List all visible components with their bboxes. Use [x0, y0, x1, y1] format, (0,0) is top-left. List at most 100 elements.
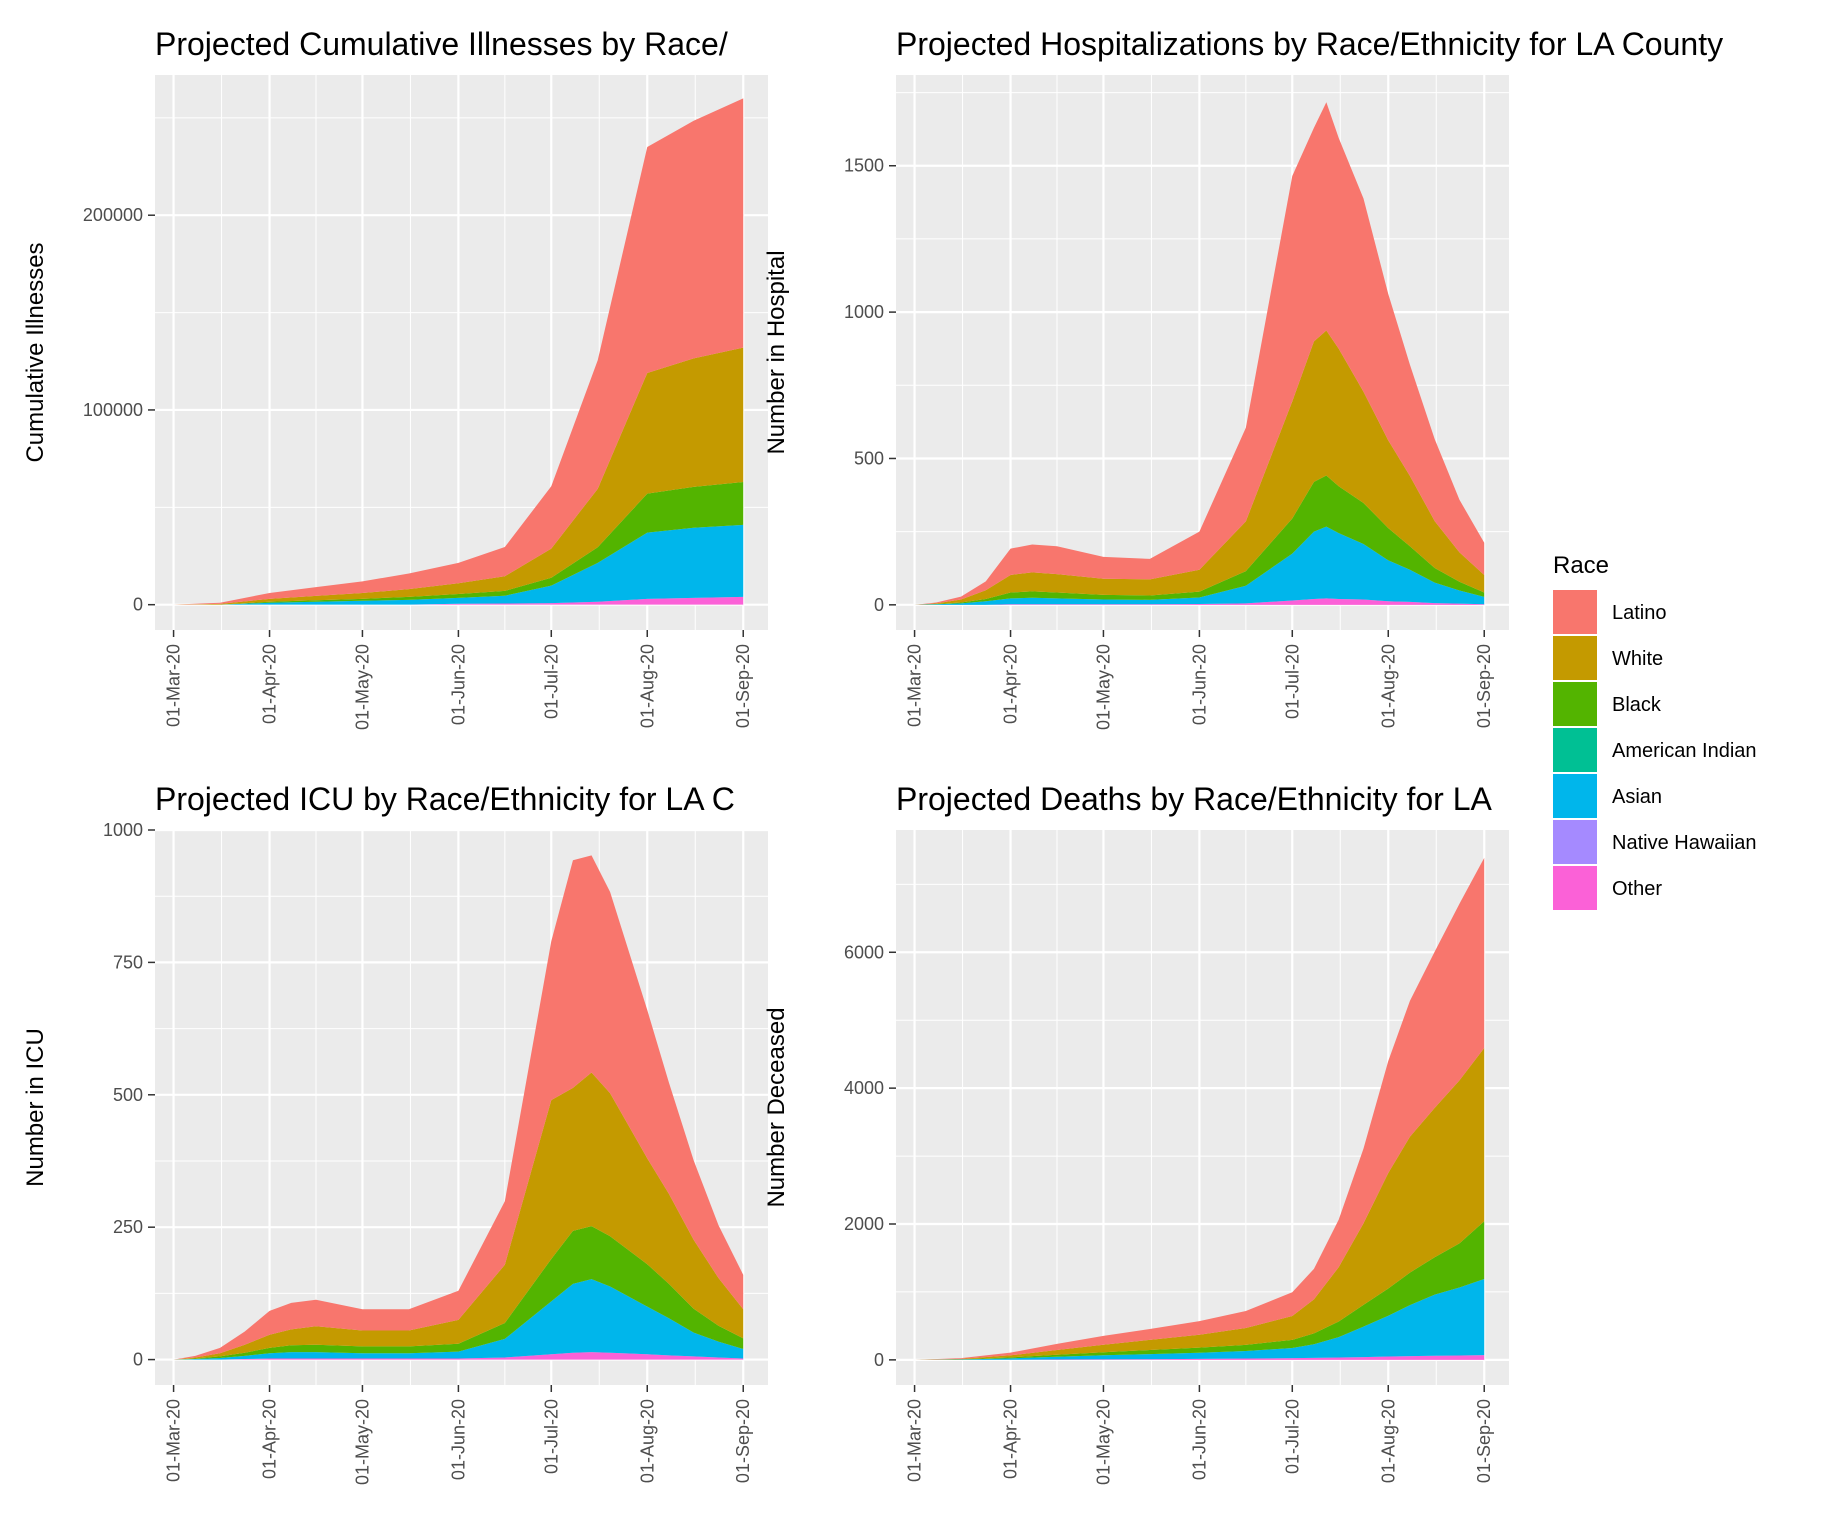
x-axis: 01-Mar-20 01-Apr-20 01-May-20 01-Jun-20 01-J… [905, 1385, 1494, 1485]
x-tick-label: 01-Jun-20 [1189, 644, 1209, 725]
area-series-other [914, 598, 1485, 605]
y-axis-label: Cumulative Illnesses [22, 242, 49, 462]
legend-swatch [1553, 636, 1597, 680]
stacked-areas [173, 98, 744, 605]
area-series-black [173, 1226, 744, 1360]
area-series-black [914, 475, 1485, 605]
chart-title: Projected Cumulative Illnesses by Race/ [155, 26, 728, 62]
area-series-latino [173, 98, 744, 605]
x-tick-label: 01-Jul-20 [1282, 1399, 1302, 1474]
area-series-asian [914, 1279, 1485, 1360]
legend-swatch [1553, 866, 1597, 910]
legend-label: Black [1612, 694, 1662, 716]
legend-item: Latino [1553, 590, 1667, 634]
y-tick-label: 1000 [844, 302, 884, 322]
y-axis: 0 100000 200000 Cumulative Illnesses [22, 205, 155, 615]
y-tick-label: 2000 [844, 1214, 884, 1234]
area-series-other [173, 596, 744, 605]
x-tick-label: 01-May-20 [1093, 644, 1113, 730]
chart-title: Projected ICU by Race/Ethnicity for LA C [155, 781, 735, 817]
area-series-other [173, 1352, 744, 1360]
y-tick-label: 500 [113, 1085, 143, 1105]
x-tick-label: 01-Sep-20 [733, 644, 753, 728]
y-tick-label: 250 [113, 1217, 143, 1237]
x-tick-label: 01-Jul-20 [541, 1399, 561, 1474]
x-tick-label: 01-May-20 [352, 644, 372, 730]
legend: Race Latino White Black American Indian Asia… [1553, 552, 1757, 910]
area-series-asian [914, 526, 1485, 605]
x-tick-label: 01-Jul-20 [1282, 644, 1302, 719]
y-tick-label: 4000 [844, 1078, 884, 1098]
x-tick-label: 01-Jun-20 [1189, 1399, 1209, 1480]
y-axis-label: Number in ICU [22, 1028, 49, 1187]
legend-item: White [1553, 636, 1663, 680]
area-series-white [173, 347, 744, 605]
y-tick-label: 500 [854, 448, 884, 468]
stacked-areas [173, 855, 744, 1360]
area-series-other [914, 1355, 1485, 1360]
legend-swatch [1553, 774, 1597, 818]
x-tick-label: 01-Apr-20 [1001, 1399, 1021, 1479]
legend-label: White [1612, 648, 1663, 670]
legend-swatch [1553, 590, 1597, 634]
stacked-areas [914, 857, 1485, 1360]
legend-item: Black [1553, 682, 1662, 726]
x-tick-label: 01-Sep-20 [1474, 644, 1494, 728]
area-series-asian [173, 524, 744, 605]
x-tick-label: 01-Mar-20 [164, 644, 184, 727]
legend-title: Race [1553, 552, 1609, 579]
y-axis-label: Number in Hospital [763, 250, 790, 454]
y-tick-label: 1500 [844, 156, 884, 176]
legend-item: Asian [1553, 774, 1662, 818]
y-axis: 0 2000 4000 6000 Number Deceased [763, 942, 896, 1370]
chart-panel: Projected ICU by Race/Ethnicity for LA C… [22, 781, 768, 1485]
legend-swatch [1553, 682, 1597, 726]
x-tick-label: 01-Aug-20 [637, 1399, 657, 1483]
y-tick-label: 1000 [103, 820, 143, 840]
chart-panels: Projected Cumulative Illnesses by Race/0… [22, 26, 1723, 1485]
y-axis: 0 500 1000 1500 Number in Hospital [763, 156, 896, 615]
x-tick-label: 01-Sep-20 [733, 1399, 753, 1483]
area-series-white [173, 1072, 744, 1360]
x-tick-label: 01-Aug-20 [1378, 644, 1398, 728]
legend-swatch [1553, 728, 1597, 772]
legend-label: American Indian [1612, 740, 1757, 762]
legend-item: Other [1553, 866, 1662, 910]
y-axis-label: Number Deceased [763, 1007, 790, 1207]
y-tick-label: 0 [874, 1350, 884, 1370]
area-series-black [173, 482, 744, 605]
area-series-latino [914, 857, 1485, 1360]
y-tick-label: 750 [113, 952, 143, 972]
x-tick-label: 01-Apr-20 [1001, 644, 1021, 724]
x-tick-label: 01-Jul-20 [541, 644, 561, 719]
legend-label: Asian [1612, 786, 1662, 808]
x-axis: 01-Mar-20 01-Apr-20 01-May-20 01-Jun-20 01-J… [905, 630, 1494, 730]
x-tick-label: 01-Mar-20 [905, 644, 925, 727]
y-tick-label: 0 [133, 1350, 143, 1370]
x-tick-label: 01-Mar-20 [164, 1399, 184, 1482]
chart-panel: Projected Cumulative Illnesses by Race/0… [22, 26, 768, 730]
legend-item: American Indian [1553, 728, 1757, 772]
x-tick-label: 01-May-20 [352, 1399, 372, 1485]
stacked-areas [914, 102, 1485, 605]
y-tick-label: 100000 [83, 400, 143, 420]
legend-label: Native Hawaiian [1612, 832, 1757, 854]
legend-items: Latino White Black American Indian Asian Nati… [1553, 590, 1757, 910]
x-tick-label: 01-Sep-20 [1474, 1399, 1494, 1483]
y-tick-label: 6000 [844, 942, 884, 962]
area-series-asian [173, 1279, 744, 1360]
area-series-white [914, 330, 1485, 605]
x-tick-label: 01-May-20 [1093, 1399, 1113, 1485]
legend-label: Other [1612, 878, 1662, 900]
x-tick-label: 01-Mar-20 [905, 1399, 925, 1482]
x-tick-label: 01-Jun-20 [448, 644, 468, 725]
x-axis: 01-Mar-20 01-Apr-20 01-May-20 01-Jun-20 01-J… [164, 1385, 753, 1485]
x-tick-label: 01-Aug-20 [637, 644, 657, 728]
chart-title: Projected Hospitalizations by Race/Ethni… [896, 26, 1723, 62]
chart-panel: Projected Deaths by Race/Ethnicity for L… [763, 781, 1509, 1485]
area-series-latino [173, 855, 744, 1360]
y-axis: 0 250 500 750 1000 Number in ICU [22, 820, 155, 1370]
chart-panel: Projected Hospitalizations by Race/Ethni… [763, 26, 1723, 730]
x-tick-label: 01-Apr-20 [260, 1399, 280, 1479]
legend-item: Native Hawaiian [1553, 820, 1757, 864]
